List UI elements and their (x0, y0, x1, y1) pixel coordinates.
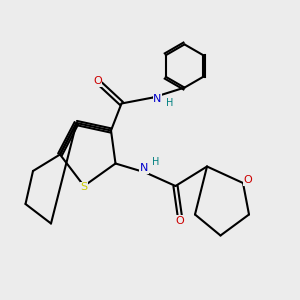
Text: O: O (176, 215, 184, 226)
Text: N: N (153, 94, 162, 104)
Text: H: H (166, 98, 173, 109)
Text: O: O (243, 175, 252, 185)
Text: N: N (140, 163, 148, 173)
Text: O: O (93, 76, 102, 86)
Text: H: H (152, 157, 160, 167)
Text: S: S (80, 182, 88, 193)
